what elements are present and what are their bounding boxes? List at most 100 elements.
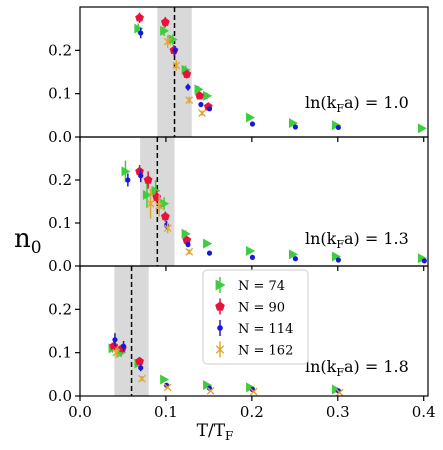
data-point bbox=[185, 96, 194, 105]
data-point bbox=[112, 337, 118, 343]
data-point bbox=[160, 198, 170, 209]
data-point bbox=[246, 245, 256, 256]
legend-box bbox=[202, 269, 309, 365]
data-point bbox=[206, 106, 213, 112]
data-point bbox=[160, 211, 170, 221]
data-point bbox=[135, 13, 144, 22]
data-point bbox=[335, 257, 341, 263]
data-point bbox=[155, 201, 164, 210]
data-point bbox=[249, 254, 256, 260]
data-point bbox=[249, 121, 256, 127]
panel-frame bbox=[79, 265, 429, 397]
data-point bbox=[203, 380, 213, 391]
panel-label: ln(kFa) = 1.8 bbox=[305, 357, 409, 379]
panel-label: ln(kFa) = 1.0 bbox=[305, 93, 409, 115]
data-point bbox=[203, 90, 213, 101]
data-point bbox=[292, 256, 299, 262]
y-tick-label: 0.1 bbox=[48, 344, 72, 362]
data-point bbox=[172, 61, 181, 70]
data-point bbox=[289, 118, 299, 129]
legend-label: N = 162 bbox=[238, 344, 293, 359]
data-point bbox=[417, 123, 427, 134]
data-point bbox=[138, 30, 144, 36]
legend-label: N = 114 bbox=[238, 322, 293, 337]
data-point bbox=[246, 112, 256, 123]
data-point bbox=[421, 258, 427, 264]
data-point bbox=[203, 238, 213, 249]
data-point bbox=[206, 250, 213, 256]
x-axis-title-sub: F bbox=[225, 429, 233, 443]
data-point bbox=[163, 37, 172, 46]
data-point bbox=[121, 166, 131, 177]
labels-layer: ln(kFa) = 1.0 ln(kFa) = 1.3 ln(kFa) = 1.8 bbox=[305, 93, 409, 379]
data-point bbox=[249, 387, 258, 396]
data-point bbox=[246, 382, 256, 393]
data-point bbox=[112, 348, 121, 357]
data-point bbox=[168, 34, 178, 45]
panel-label: ln(kFa) = 1.3 bbox=[305, 229, 409, 251]
data-point bbox=[331, 120, 341, 131]
data-point bbox=[182, 69, 192, 78]
data-point bbox=[289, 249, 299, 260]
data-point bbox=[160, 17, 170, 26]
data-point bbox=[146, 199, 155, 208]
data-point bbox=[331, 251, 341, 262]
legend-marker bbox=[217, 325, 223, 331]
data-point bbox=[185, 247, 194, 256]
data-point bbox=[417, 253, 427, 264]
data-point bbox=[160, 25, 170, 36]
legend-marker bbox=[215, 301, 225, 311]
data-point bbox=[181, 228, 191, 239]
data-point bbox=[185, 84, 191, 90]
data-point bbox=[135, 356, 144, 366]
y-axis-title: n0 bbox=[14, 224, 42, 258]
y-tick-label: 0.2 bbox=[48, 300, 72, 318]
x-tick-label: 0.0 bbox=[68, 403, 92, 421]
data-point bbox=[292, 124, 299, 130]
y-tick-label: 0.0 bbox=[48, 128, 72, 146]
y-tick-label: 0.0 bbox=[48, 387, 72, 405]
y-tick-label: 0.0 bbox=[48, 257, 72, 275]
data-point bbox=[142, 190, 152, 201]
data-point bbox=[125, 177, 131, 183]
axes-layer: 0.0 0.1 0.2 0.0 0.1 0.2 0.0 0.1 0.2 0.0 0.1 0.2 0.3 0… bbox=[48, 6, 436, 421]
data-point bbox=[194, 84, 204, 95]
legend-label: N = 90 bbox=[238, 301, 285, 316]
data-point bbox=[143, 175, 153, 184]
data-point bbox=[163, 383, 172, 392]
data-point bbox=[206, 385, 213, 391]
legend-marker bbox=[215, 345, 225, 354]
data-point bbox=[138, 374, 146, 383]
data-point bbox=[198, 109, 206, 118]
data-point bbox=[135, 166, 144, 176]
y-tick-label: 0.2 bbox=[48, 171, 72, 189]
data-point bbox=[185, 241, 191, 248]
data-point bbox=[206, 386, 215, 395]
data-point bbox=[172, 47, 178, 53]
data-point bbox=[120, 343, 127, 349]
legend: N = 74 N = 90 N = 114 N = 162 bbox=[202, 269, 309, 365]
y-axis-title-main: n bbox=[14, 224, 31, 254]
y-tick-label: 0.1 bbox=[48, 85, 72, 103]
x-tick-label: 0.3 bbox=[326, 403, 350, 421]
points-layer bbox=[108, 12, 427, 397]
data-point bbox=[134, 23, 144, 34]
y-axis-title-sub: 0 bbox=[31, 238, 42, 258]
y-tick-label: 0.2 bbox=[48, 41, 72, 59]
data-point bbox=[160, 374, 170, 385]
data-point bbox=[182, 235, 192, 244]
x-tick-label: 0.1 bbox=[154, 403, 178, 421]
legend-label: N = 74 bbox=[238, 279, 285, 294]
x-axis-title-main: T/T bbox=[197, 421, 226, 441]
data-point bbox=[335, 388, 344, 397]
x-tick-label: 0.4 bbox=[412, 403, 436, 421]
data-point bbox=[198, 101, 204, 108]
data-point bbox=[138, 173, 144, 179]
data-point bbox=[163, 224, 172, 233]
legend-marker bbox=[215, 279, 226, 291]
y-tick-label: 0.1 bbox=[48, 214, 72, 232]
data-point bbox=[138, 365, 144, 371]
data-point bbox=[335, 124, 341, 131]
x-tick-label: 0.2 bbox=[240, 403, 264, 421]
